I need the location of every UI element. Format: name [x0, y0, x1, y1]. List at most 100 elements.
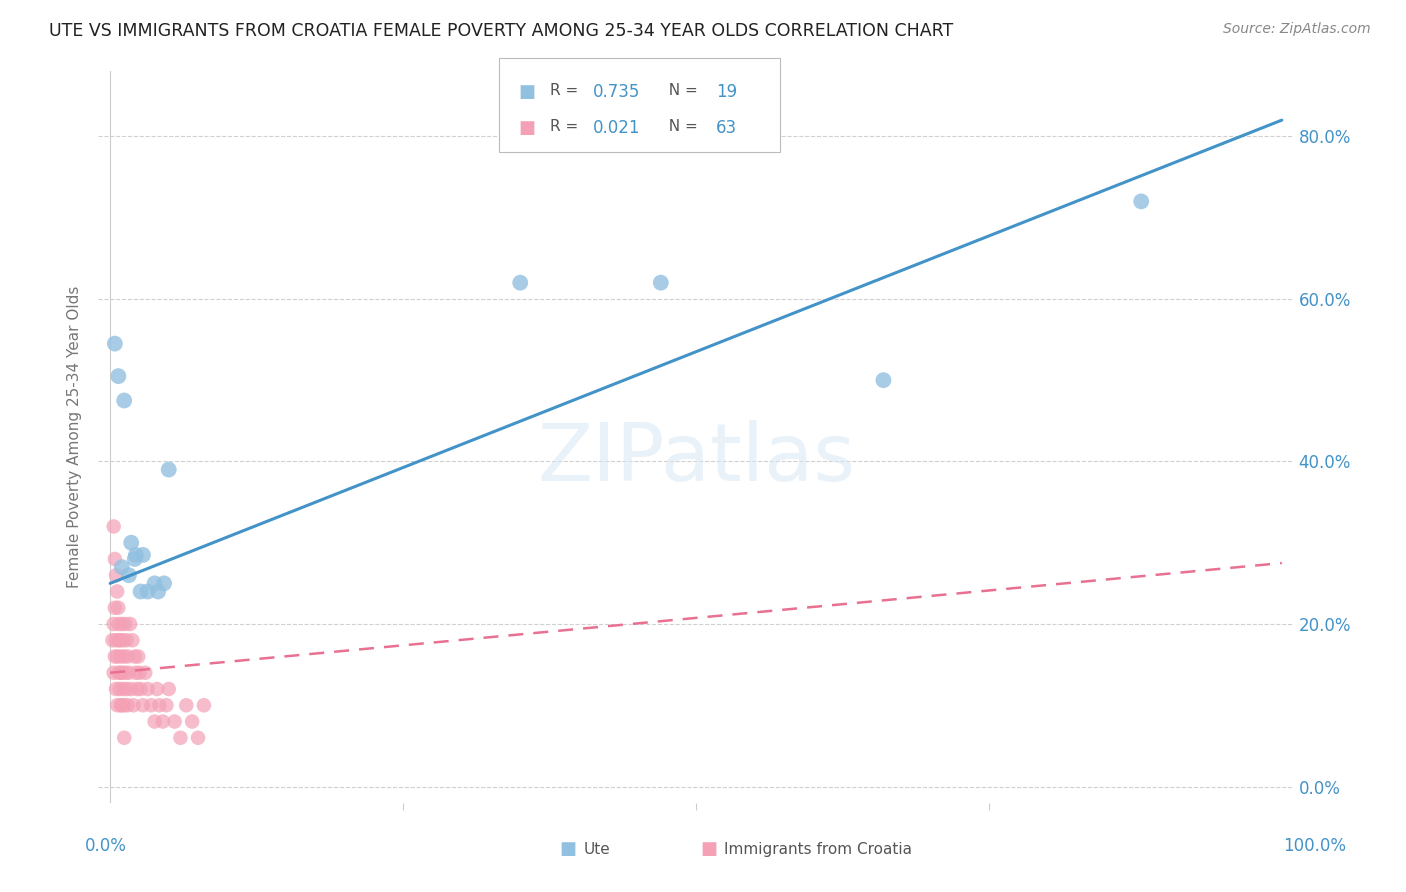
Text: Immigrants from Croatia: Immigrants from Croatia — [724, 842, 912, 856]
Point — [105, 649, 128, 664]
Point — [148, 584, 170, 599]
Point — [112, 633, 135, 648]
Point — [174, 698, 197, 713]
Point — [115, 681, 138, 696]
Point — [111, 560, 134, 574]
Text: 19: 19 — [716, 83, 737, 101]
Point — [112, 731, 135, 745]
Text: ■: ■ — [519, 119, 536, 136]
Y-axis label: Female Poverty Among 25-34 Year Olds: Female Poverty Among 25-34 Year Olds — [67, 286, 83, 588]
Text: R =: R = — [550, 83, 583, 98]
Point — [112, 681, 135, 696]
Text: 100.0%: 100.0% — [1284, 837, 1346, 855]
Point — [1130, 194, 1153, 209]
Point — [103, 519, 125, 533]
Point — [103, 617, 125, 632]
Text: ■: ■ — [519, 83, 536, 101]
Text: Ute: Ute — [583, 842, 610, 856]
Text: ■: ■ — [700, 840, 717, 858]
Point — [193, 698, 215, 713]
Point — [128, 665, 150, 680]
Point — [112, 393, 135, 408]
Point — [118, 568, 141, 582]
Point — [111, 698, 134, 713]
Point — [105, 681, 128, 696]
Text: 0.735: 0.735 — [593, 83, 641, 101]
Point — [124, 649, 146, 664]
Point — [650, 276, 672, 290]
Point — [120, 617, 141, 632]
Point — [124, 552, 146, 566]
Point — [111, 617, 134, 632]
Point — [107, 600, 129, 615]
Point — [117, 698, 139, 713]
Point — [872, 373, 894, 387]
Point — [115, 633, 138, 648]
Text: 0.0%: 0.0% — [84, 837, 127, 855]
Point — [110, 649, 132, 664]
Text: R =: R = — [550, 119, 583, 134]
Point — [114, 665, 136, 680]
Point — [509, 276, 531, 290]
Point — [118, 665, 141, 680]
Point — [114, 617, 136, 632]
Point — [163, 714, 186, 729]
Text: UTE VS IMMIGRANTS FROM CROATIA FEMALE POVERTY AMONG 25-34 YEAR OLDS CORRELATION : UTE VS IMMIGRANTS FROM CROATIA FEMALE PO… — [49, 22, 953, 40]
Point — [105, 633, 128, 648]
Point — [169, 731, 191, 745]
Text: N =: N = — [659, 83, 703, 98]
Point — [107, 369, 129, 384]
Point — [125, 548, 148, 562]
Text: ZIPatlas: ZIPatlas — [537, 420, 855, 498]
Point — [153, 576, 176, 591]
Text: Source: ZipAtlas.com: Source: ZipAtlas.com — [1223, 22, 1371, 37]
Point — [105, 568, 128, 582]
Point — [125, 665, 148, 680]
Point — [187, 731, 209, 745]
Point — [148, 698, 170, 713]
Point — [181, 714, 204, 729]
Point — [108, 681, 131, 696]
Point — [110, 665, 132, 680]
Point — [108, 633, 131, 648]
Point — [110, 698, 132, 713]
Point — [155, 698, 177, 713]
Point — [120, 535, 142, 549]
Point — [105, 698, 128, 713]
Point — [132, 548, 155, 562]
Point — [104, 336, 127, 351]
Point — [129, 584, 152, 599]
Point — [141, 698, 163, 713]
Text: 63: 63 — [716, 119, 737, 136]
Point — [108, 633, 131, 648]
Point — [112, 698, 135, 713]
Text: 0.021: 0.021 — [593, 119, 641, 136]
Text: N =: N = — [659, 119, 703, 134]
Point — [121, 633, 143, 648]
Point — [122, 698, 145, 713]
Point — [134, 665, 156, 680]
Point — [129, 681, 152, 696]
Point — [143, 714, 166, 729]
Point — [136, 681, 159, 696]
Point — [120, 681, 142, 696]
Text: ■: ■ — [560, 840, 576, 858]
Point — [104, 552, 127, 566]
Point — [157, 681, 180, 696]
Point — [105, 584, 128, 599]
Point — [152, 714, 174, 729]
Point — [103, 665, 125, 680]
Point — [104, 600, 127, 615]
Point — [101, 633, 124, 648]
Point — [127, 681, 149, 696]
Point — [111, 665, 134, 680]
Point — [107, 665, 129, 680]
Point — [157, 462, 180, 476]
Point — [143, 576, 166, 591]
Point — [112, 649, 135, 664]
Point — [127, 649, 149, 664]
Point — [104, 649, 127, 664]
Point — [132, 698, 155, 713]
Point — [117, 649, 139, 664]
Point — [146, 681, 169, 696]
